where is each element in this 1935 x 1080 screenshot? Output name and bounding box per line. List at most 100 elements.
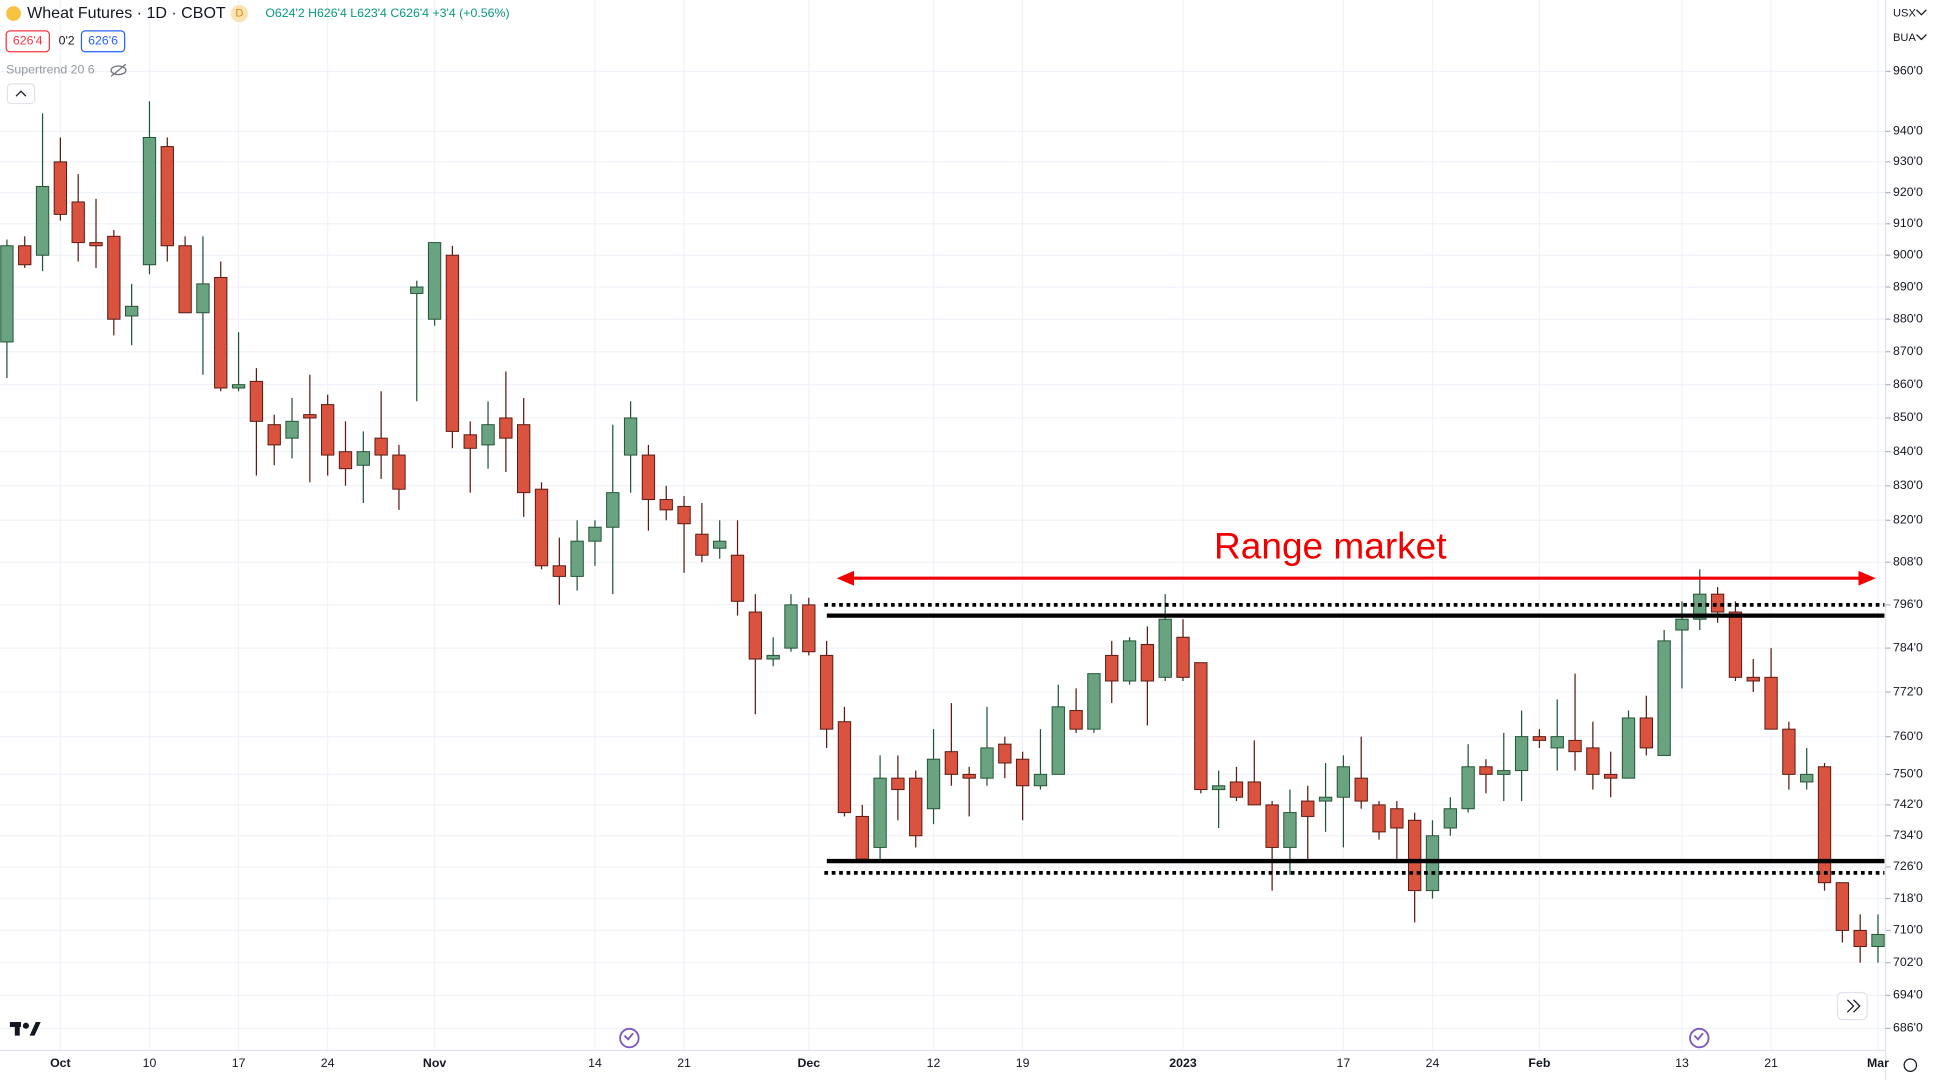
- candle-body: [1354, 777, 1368, 802]
- candle-body: [588, 526, 602, 542]
- symbol-icon: [6, 6, 21, 21]
- candles: [0, 101, 1885, 963]
- candle-body: [1372, 804, 1386, 833]
- y-tick-label: 820'0: [1893, 513, 1923, 527]
- candle-body: [1479, 766, 1493, 775]
- candle-body: [998, 743, 1012, 764]
- x-tick-label: 2023: [1169, 1056, 1197, 1070]
- candle-body: [766, 654, 780, 660]
- candle-body: [1105, 654, 1119, 682]
- buy-button[interactable]: [80, 30, 126, 53]
- y-tick-label: 760'0: [1893, 729, 1923, 743]
- x-tick-label: 24: [1426, 1056, 1440, 1070]
- y-tick-label: 850'0: [1893, 410, 1923, 424]
- candle-body: [802, 604, 816, 653]
- candle-body: [1532, 736, 1547, 741]
- candle-body: [659, 499, 673, 511]
- candle-body: [517, 424, 531, 494]
- currency[interactable]: USX: [1893, 8, 1916, 20]
- candle-body: [784, 604, 798, 649]
- candle-body: [1318, 796, 1333, 802]
- range-arrow: [836, 570, 1876, 586]
- candle-body: [1069, 710, 1083, 730]
- spread: 0'2: [59, 34, 75, 48]
- candle-body: [71, 201, 85, 244]
- ohlc-values: O624'2 H626'4 L623'4 C626'4 +3'4 (+0.56%…: [265, 6, 509, 20]
- unit[interactable]: BUA: [1893, 32, 1916, 44]
- x-tick-label: Oct: [50, 1056, 71, 1070]
- candle-body: [196, 283, 210, 314]
- y-tick-label: 920'0: [1893, 185, 1923, 199]
- y-tick-label: 830'0: [1893, 478, 1923, 492]
- candle-body: [410, 286, 424, 294]
- x-tick-label: 21: [677, 1056, 691, 1070]
- candle-body: [1033, 773, 1048, 787]
- x-tick-label: 10: [143, 1056, 157, 1070]
- event-marker[interactable]: [619, 1027, 640, 1049]
- candle-body: [1229, 781, 1244, 798]
- candle-body: [1158, 618, 1172, 678]
- indicator-label[interactable]: Supertrend 20 6: [6, 63, 95, 77]
- dropdown-icon[interactable]: [1916, 9, 1927, 16]
- candle-body: [606, 492, 620, 528]
- candle-body: [748, 611, 763, 660]
- arrow-head: [1858, 570, 1876, 586]
- candle-body: [1461, 766, 1475, 810]
- candle-body: [214, 276, 228, 389]
- candle-body: [1675, 618, 1689, 631]
- y-tick-label: 742'0: [1893, 797, 1923, 811]
- x-tick-label: Dec: [797, 1056, 820, 1070]
- hide-icon[interactable]: [110, 63, 127, 77]
- candle-body: [1817, 766, 1832, 884]
- y-tick-label: 940'0: [1893, 124, 1923, 138]
- time-axis: Oct 10 17 24 Nov 14 21 Dec 12 19 2023 17 24 Feb 13 21 Ma…: [50, 1056, 1889, 1070]
- x-tick-label: 21: [1764, 1056, 1778, 1070]
- candle-body: [285, 420, 299, 439]
- scroll-icon: [1846, 999, 1861, 1013]
- candle-body: [1497, 770, 1511, 775]
- candle-body: [481, 424, 495, 446]
- y-tick-label: 900'0: [1893, 247, 1923, 261]
- candle-body: [623, 417, 638, 456]
- candle-body: [1336, 766, 1351, 798]
- candle-body: [1853, 929, 1867, 947]
- candle-body: [463, 434, 477, 449]
- event-marker[interactable]: [1689, 1027, 1710, 1049]
- sell-button[interactable]: [5, 30, 50, 53]
- scroll-button[interactable]: [1836, 991, 1868, 1021]
- candle-body: [18, 245, 32, 266]
- y-tick-label: 686'0: [1893, 1021, 1923, 1035]
- candle-body: [1550, 736, 1564, 749]
- settings-icon[interactable]: [1903, 1058, 1918, 1072]
- y-tick-label: 870'0: [1893, 344, 1923, 358]
- candle-body: [570, 540, 584, 577]
- candle-body: [926, 758, 941, 810]
- dropdown-icon[interactable]: [1916, 34, 1927, 41]
- y-tick-label: 930'0: [1893, 154, 1923, 168]
- collapse-icon: [15, 90, 27, 97]
- y-tick-label: 960'0: [1893, 64, 1923, 78]
- candle-body: [1390, 808, 1404, 829]
- grid: [0, 0, 1886, 1051]
- candle-body: [1176, 636, 1190, 678]
- y-tick-label: 860'0: [1893, 377, 1923, 391]
- candle-body: [552, 565, 566, 577]
- y-tick-label: 784'0: [1893, 640, 1923, 654]
- candle-body: [641, 454, 656, 501]
- candle-body: [1800, 773, 1814, 783]
- candle-body: [1211, 785, 1226, 791]
- candle-body: [1782, 728, 1796, 775]
- candle-body: [713, 540, 727, 549]
- symbol-title[interactable]: Wheat Futures · 1D · CBOT: [27, 4, 226, 22]
- candle-body: [1746, 676, 1760, 682]
- collapse-button[interactable]: [6, 83, 36, 105]
- logo[interactable]: [9, 1022, 41, 1036]
- x-tick-label: 24: [321, 1056, 335, 1070]
- y-tick-label: 702'0: [1893, 955, 1923, 969]
- candle-body: [249, 380, 264, 422]
- candle-body: [1301, 800, 1315, 817]
- candle-body: [1657, 640, 1671, 756]
- candle-body: [534, 488, 549, 567]
- candle-body: [962, 773, 976, 779]
